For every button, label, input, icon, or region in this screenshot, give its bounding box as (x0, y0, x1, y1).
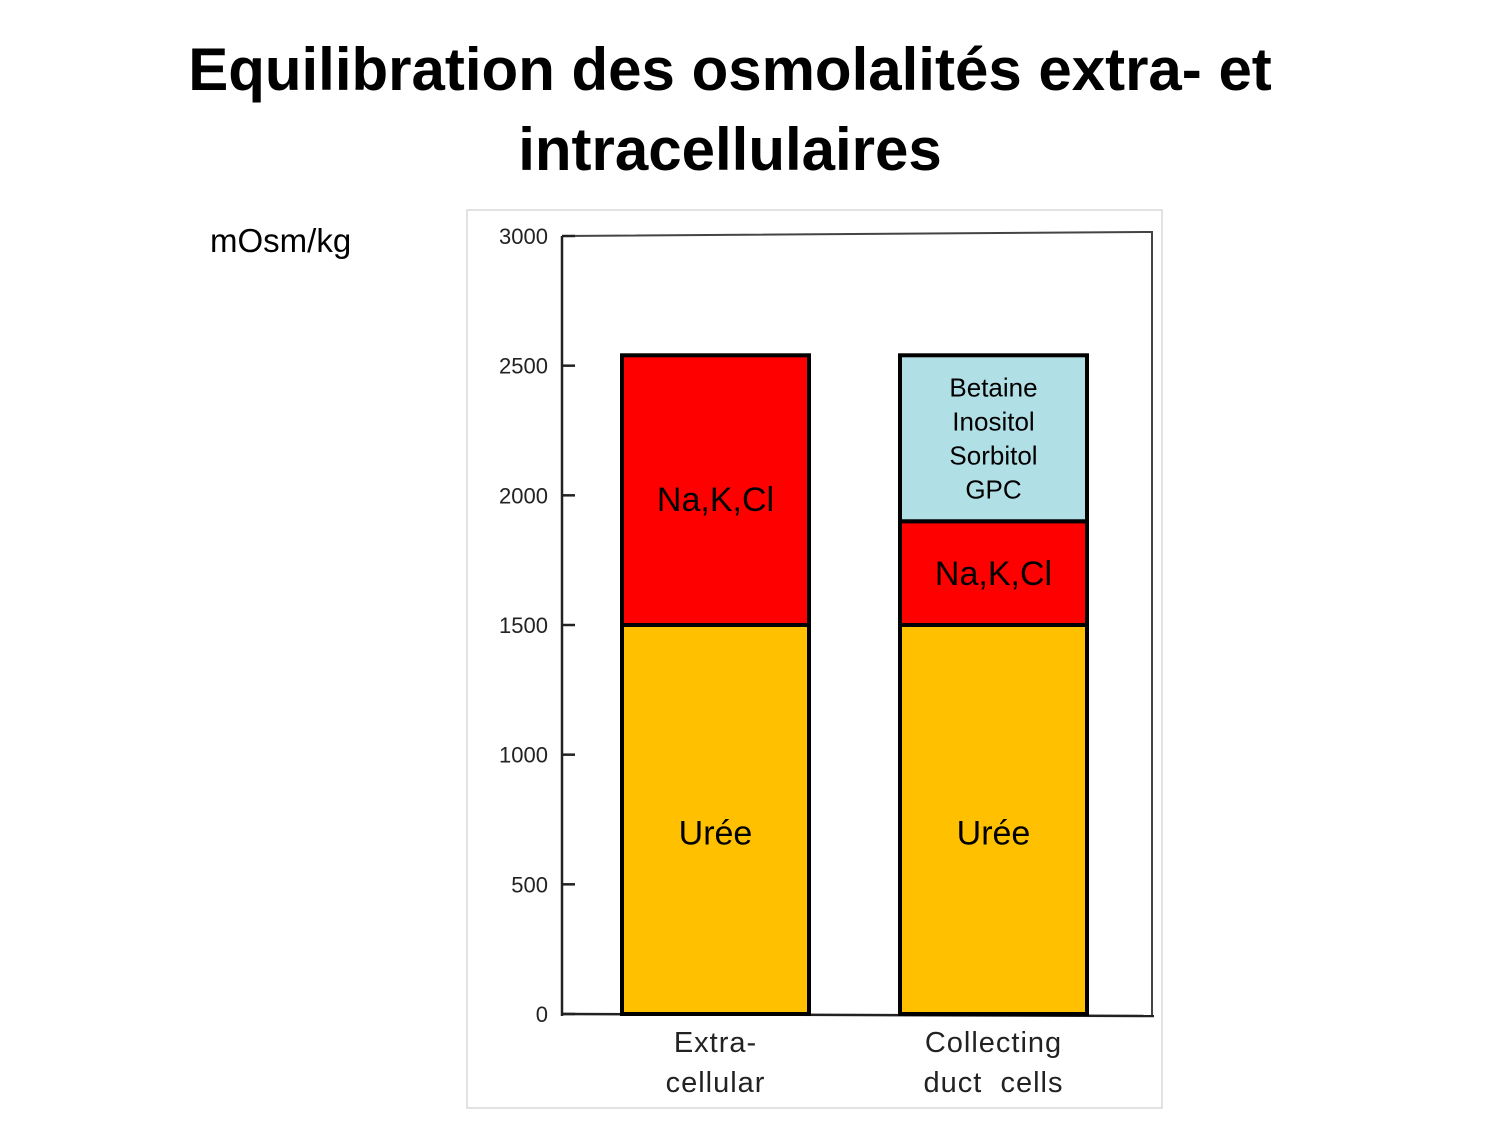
y-tick-label: 0 (536, 1002, 548, 1027)
y-axis-unit-label: mOsm/kg (210, 222, 352, 259)
bar-segment-label: Na,K,Cl (935, 555, 1052, 593)
chart-image-border (466, 209, 1163, 1109)
y-tick-label: 500 (511, 872, 548, 897)
y-ticks: 0 500 1000 1500 2000 2500 3000 (499, 224, 575, 1027)
y-tick-label: 3000 (499, 224, 548, 249)
bar-segment-label: Sorbitol (949, 440, 1037, 470)
slide-title: Equilibration des osmolalités extra- et … (0, 30, 1460, 190)
x-category-label: Collecting (925, 1027, 1062, 1059)
bars: Urée Na,K,Cl Urée Na,K,Cl Betaine Inositol Sor… (620, 353, 1089, 1016)
title-line-1: Equilibration des osmolalités extra- et (188, 36, 1272, 103)
category-labels: Extra-cellular Collecting duct cells (666, 1027, 1064, 1099)
bar-segment (898, 623, 1089, 1016)
bar-segment-label: GPC (965, 474, 1021, 504)
bar-segment-label: Na,K,Cl (657, 481, 774, 519)
bar-segment-label: Urée (957, 814, 1031, 852)
plot-frame (561, 230, 1153, 1016)
y-tick-label: 1500 (499, 613, 548, 638)
bar-segment (898, 353, 1089, 524)
title-line-2: intracellulaires (518, 116, 942, 183)
bar-segment-label: Urée (679, 814, 753, 852)
bar-segment (620, 353, 811, 627)
x-category-label: cellular (666, 1067, 766, 1099)
y-tick-label: 1000 (499, 743, 548, 768)
bar-2: Urée Na,K,Cl Betaine Inositol Sorbitol GPC (898, 353, 1089, 1016)
bar-segment (898, 519, 1089, 627)
bar-segment (620, 623, 811, 1016)
y-tick-label: 2000 (499, 483, 548, 508)
y-tick-label: 2500 (499, 354, 548, 379)
bar-segment-label: Inositol (952, 406, 1034, 436)
x-category-label: Extra- (674, 1027, 757, 1059)
x-category-label: duct cells (924, 1067, 1064, 1099)
bar-1: Urée Na,K,Cl (620, 353, 811, 1016)
bar-segment-label: Betaine (949, 372, 1037, 402)
